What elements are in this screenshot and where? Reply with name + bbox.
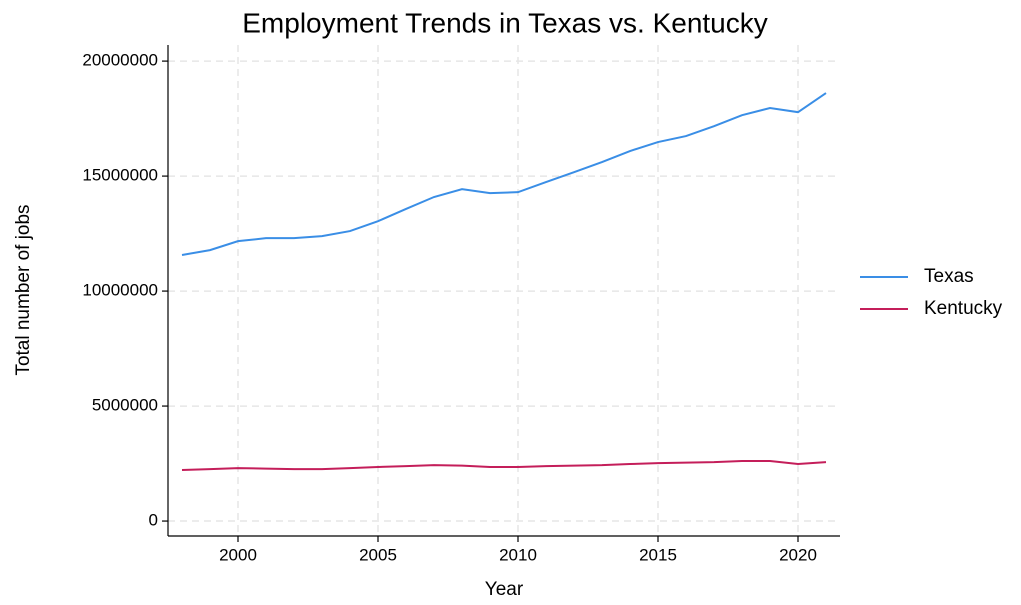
y-tick-label: 0 xyxy=(149,511,158,530)
y-tick-label: 10000000 xyxy=(82,281,158,300)
x-tick-label: 2010 xyxy=(499,545,537,564)
legend-label: Texas xyxy=(924,266,974,287)
x-axis-label: Year xyxy=(485,579,524,600)
y-tick-label: 5000000 xyxy=(92,396,158,415)
y-axis-label: Total number of jobs xyxy=(13,204,34,375)
x-tick-label: 2020 xyxy=(779,545,817,564)
y-tick-label: 15000000 xyxy=(82,166,158,185)
y-tick-label: 20000000 xyxy=(82,51,158,70)
data-line xyxy=(181,460,827,471)
x-tick-label: 2000 xyxy=(219,545,257,564)
legend-label: Kentucky xyxy=(924,298,1003,319)
x-tick-label: 2005 xyxy=(359,545,397,564)
x-tick-label: 2015 xyxy=(639,545,677,564)
chart-title: Employment Trends in Texas vs. Kentucky xyxy=(242,7,768,38)
data-line xyxy=(181,92,827,256)
